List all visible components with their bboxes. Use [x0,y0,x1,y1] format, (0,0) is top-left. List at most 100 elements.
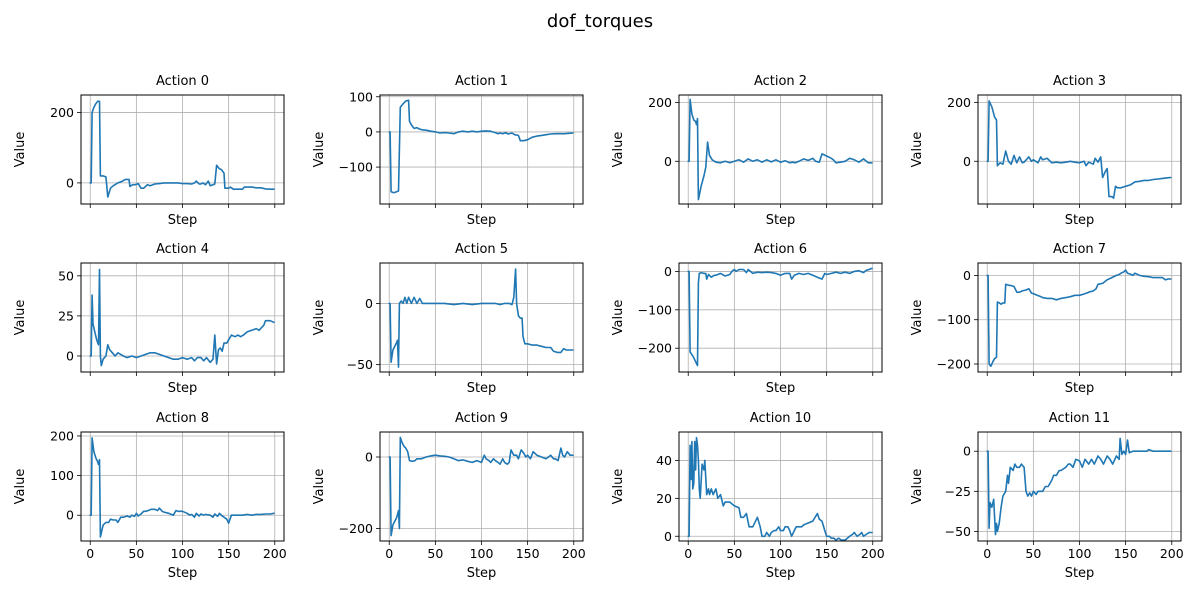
x-tick-label: 50 [427,546,443,561]
y-tick-label: −25 [945,484,971,499]
subplot: 0 25 50 Action 4 Step Value [13,242,285,396]
subplot-title: Action 3 [1053,74,1106,89]
axes-frame [977,94,1182,205]
y-tick-label: 200 [50,428,74,443]
subplot-title: Action 10 [750,411,811,426]
x-tick-label: 150 [1114,546,1138,561]
x-axis-label: Step [168,566,198,581]
x-tick-label: 200 [562,546,586,561]
subplot: 0 50 100 150 200 −50 −25 0 Action 11 Step Value [910,411,1184,581]
axes-frame [80,431,285,542]
series-line [687,267,873,367]
subplot-title: Action 9 [455,411,508,426]
series-line [388,268,574,368]
x-tick-label: 0 [684,546,692,561]
x-tick-label: 200 [263,546,287,561]
y-tick-label: 0 [963,154,971,169]
x-tick-label: 0 [86,546,94,561]
subplot: 0 200 Action 0 Step Value [13,74,285,228]
x-tick-label: 100 [470,546,494,561]
y-tick-label: 0 [963,444,971,459]
series-line [986,100,1172,199]
series-line [89,100,275,198]
y-axis-label: Value [910,469,925,505]
x-tick-label: 100 [769,546,793,561]
y-tick-label: 0 [365,450,373,465]
x-tick-label: 0 [983,546,991,561]
x-axis-label: Step [766,566,796,581]
x-tick-label: 200 [861,546,885,561]
y-tick-label: 0 [66,508,74,523]
y-tick-label: 0 [664,154,672,169]
y-tick-label: −50 [347,357,373,372]
axes-frame [80,262,285,373]
x-tick-label: 50 [128,546,144,561]
x-tick-label: 150 [516,546,540,561]
y-tick-label: 0 [66,348,74,363]
subplot-title: Action 11 [1049,411,1110,426]
axes-frame [379,262,584,373]
y-tick-label: 0 [664,264,672,279]
y-axis-label: Value [312,469,327,505]
axes-frame [379,94,584,205]
y-tick-label: −200 [339,521,373,536]
y-axis-label: Value [13,132,28,168]
x-axis-label: Step [1065,381,1095,396]
y-tick-label: 0 [365,296,373,311]
x-axis-label: Step [168,381,198,396]
series-line [687,98,873,201]
x-axis-label: Step [1065,213,1095,228]
subplot-title: Action 0 [156,74,209,89]
series-line [687,436,873,541]
y-tick-label: 20 [656,491,672,506]
y-axis-label: Value [910,300,925,336]
y-axis-label: Value [611,132,626,168]
series-line [388,99,574,194]
x-tick-label: 100 [1068,546,1092,561]
y-tick-label: −50 [945,524,971,539]
axes-frame [379,431,584,542]
x-axis-label: Step [168,213,198,228]
y-tick-label: 50 [58,268,74,283]
subplot: 0 50 100 150 200 −200 0 Action 9 Step Value [312,411,586,581]
y-axis-label: Value [312,300,327,336]
axes-frame [678,262,883,373]
subplot-title: Action 5 [455,242,508,257]
y-tick-label: 40 [656,453,672,468]
y-axis-label: Value [312,132,327,168]
y-axis-label: Value [910,132,925,168]
y-axis-label: Value [611,469,626,505]
series-line [986,437,1172,536]
subplot: −50 0 Action 5 Step Value [312,242,584,396]
x-axis-label: Step [467,566,497,581]
series-line [89,437,275,538]
axes-frame [678,94,883,205]
subplot-title: Action 4 [156,242,209,257]
y-tick-label: 200 [50,105,74,120]
subplot-title: Action 1 [455,74,508,89]
x-tick-label: 50 [1025,546,1041,561]
subplot: 0 50 100 150 200 0 20 40 Action 10 Step Value [611,411,885,581]
subplot: 0 50 100 150 200 0 100 200 Action 8 Step Value [13,411,287,581]
x-tick-label: 200 [1160,546,1184,561]
x-axis-label: Step [467,213,497,228]
series-line [388,436,574,537]
x-axis-label: Step [766,213,796,228]
axes-frame [80,94,285,205]
axes-frame [678,431,883,542]
subplot-title: Action 6 [754,242,807,257]
y-tick-label: −100 [339,160,373,175]
axes-frame [977,431,1182,542]
y-tick-label: 0 [66,175,74,190]
y-tick-label: 200 [648,95,672,110]
subplot: 0 200 Action 2 Step Value [611,74,883,228]
x-axis-label: Step [1065,566,1095,581]
x-tick-label: 100 [171,546,195,561]
x-tick-label: 150 [217,546,241,561]
y-tick-label: 100 [50,468,74,483]
y-tick-label: −100 [937,312,971,327]
y-tick-label: −100 [638,302,672,317]
subplot: −200 −100 0 Action 6 Step Value [611,242,883,396]
